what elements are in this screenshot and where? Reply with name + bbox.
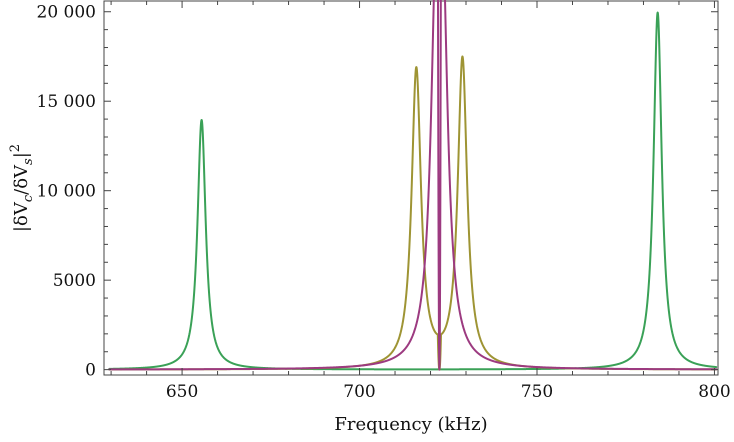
y-axis-label-sub1: c (21, 194, 36, 202)
y-axis-label-sup: 2 (8, 144, 23, 152)
y-tick-label: 5000 (53, 271, 96, 291)
x-tick-label: 750 (521, 382, 553, 402)
y-tick-label: 0 (85, 361, 96, 381)
y-axis-label: |δVc/δVs|2 (8, 144, 36, 232)
plot-frame (103, 0, 719, 376)
x-tick-label: 700 (343, 382, 375, 402)
series-line (108, 11, 718, 371)
y-axis-label-open: |δV (11, 201, 32, 232)
series-line (108, 0, 718, 371)
x-tick-label: 800 (698, 382, 730, 402)
y-axis-label-mid: /δV (11, 164, 32, 195)
x-tick-label: 650 (166, 382, 198, 402)
y-axis-label-sub2: s (21, 158, 36, 165)
y-axis-label-close: | (11, 152, 32, 158)
series-layer (108, 0, 718, 371)
series-line (108, 55, 718, 371)
ticks-layer: 650 700 750 800 0 5000 10 000 15 000 20 000 (37, 1, 731, 402)
y-tick-label: 15 000 (37, 92, 96, 112)
y-tick-label: 10 000 (37, 182, 96, 202)
y-tick-label: 20 000 (37, 3, 96, 23)
x-axis-label: Frequency (kHz) (334, 414, 487, 435)
